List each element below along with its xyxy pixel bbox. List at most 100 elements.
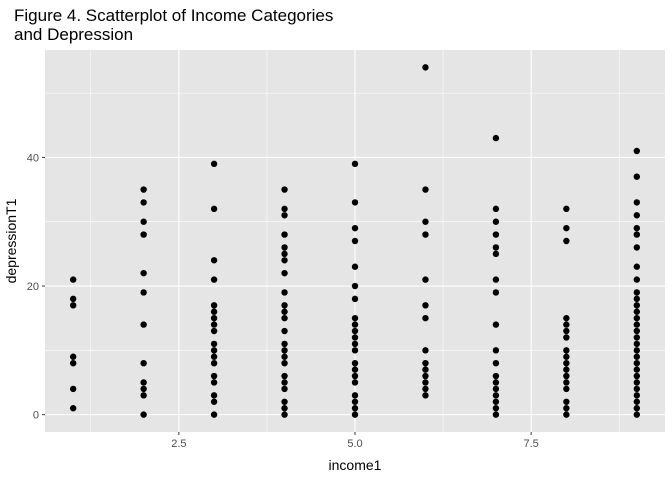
data-point [351, 321, 359, 328]
data-point [563, 321, 570, 328]
data-point [492, 276, 500, 283]
data-point [351, 340, 359, 348]
data-point [281, 327, 288, 335]
data-point [422, 379, 429, 386]
data-point [69, 295, 77, 303]
data-point [563, 372, 570, 380]
data-point [281, 308, 288, 315]
data-point [281, 385, 288, 393]
data-point [492, 205, 500, 213]
y-tick-label: 0 [33, 410, 39, 422]
data-point [422, 302, 429, 309]
data-point [633, 212, 641, 219]
data-point [492, 405, 500, 412]
data-point [563, 359, 570, 367]
y-axis-title: depressionT1 [3, 198, 19, 283]
data-point [210, 347, 218, 354]
data-point [633, 327, 641, 335]
data-point [563, 379, 570, 386]
data-point [69, 385, 77, 393]
data-point [351, 295, 359, 303]
data-point [633, 347, 641, 354]
data-point [140, 269, 147, 277]
data-point [351, 224, 359, 232]
data-point [563, 237, 570, 245]
data-point [633, 353, 641, 360]
data-point [633, 411, 641, 418]
data-point [281, 244, 288, 251]
data-point [69, 302, 77, 309]
data-point [281, 212, 288, 219]
data-point [633, 321, 641, 328]
data-point [492, 244, 500, 251]
x-tick-label: 2.5 [171, 438, 186, 450]
data-point [633, 392, 641, 399]
data-point [140, 289, 147, 296]
data-point [563, 405, 570, 412]
data-point [422, 372, 429, 380]
data-point [633, 334, 641, 341]
data-point [633, 340, 641, 348]
x-axis-title: income1 [329, 457, 382, 473]
data-point [492, 359, 500, 367]
data-point [210, 379, 218, 386]
data-point [140, 199, 147, 206]
data-point [633, 314, 641, 322]
x-tick-label: 7.5 [523, 438, 538, 450]
y-axis: 0 20 40 [27, 152, 45, 422]
data-point [281, 257, 288, 264]
chart-title: Figure 4. Scatterplot of Income Categori… [14, 6, 334, 44]
data-point [492, 134, 500, 142]
data-point [210, 359, 218, 367]
data-point [140, 359, 147, 367]
data-point [422, 359, 429, 367]
data-point [210, 353, 218, 360]
data-point [633, 231, 641, 238]
data-point [633, 302, 641, 309]
y-tick-label: 20 [27, 281, 39, 293]
data-point [563, 366, 570, 373]
data-point [281, 186, 288, 193]
data-point [633, 199, 641, 206]
data-point [210, 392, 218, 399]
x-tick-label: 5.0 [347, 438, 362, 450]
data-point [69, 353, 77, 360]
data-point [422, 218, 429, 225]
data-point [69, 405, 77, 412]
data-point [281, 205, 288, 213]
data-point [210, 314, 218, 322]
data-point [210, 398, 218, 405]
data-point [492, 250, 500, 258]
data-point [422, 64, 429, 71]
data-point [351, 359, 359, 367]
data-point [563, 334, 570, 341]
data-point [633, 295, 641, 303]
data-point [281, 353, 288, 360]
data-point [140, 186, 147, 193]
data-point [281, 347, 288, 354]
data-point [351, 392, 359, 399]
data-point [210, 257, 218, 264]
data-point [633, 366, 641, 373]
data-point [492, 379, 500, 386]
data-point [633, 405, 641, 412]
data-point [633, 385, 641, 393]
data-point [281, 379, 288, 386]
data-point [633, 244, 641, 251]
data-point [351, 327, 359, 335]
data-point [140, 379, 147, 386]
data-point [140, 385, 147, 393]
data-point [351, 263, 359, 270]
data-point [492, 392, 500, 399]
data-point [210, 302, 218, 309]
data-point [210, 372, 218, 380]
data-points [69, 64, 641, 418]
data-point [492, 411, 500, 418]
data-point [351, 379, 359, 386]
data-point [140, 231, 147, 238]
data-point [563, 385, 570, 393]
data-point [633, 147, 641, 155]
data-point [633, 224, 641, 232]
data-point [140, 411, 147, 418]
